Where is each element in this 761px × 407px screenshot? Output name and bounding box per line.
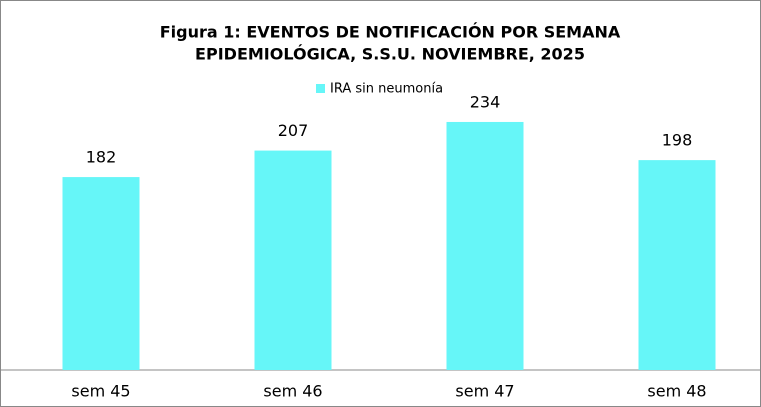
legend-label: IRA sin neumonía — [330, 82, 443, 97]
data-label: 198 — [662, 131, 693, 150]
data-label: 234 — [470, 92, 501, 111]
bar — [62, 177, 140, 370]
x-tick-label: sem 48 — [647, 382, 706, 401]
legend-swatch — [316, 84, 325, 93]
x-tick-label: sem 47 — [455, 382, 514, 401]
bar — [446, 121, 524, 371]
bar — [638, 160, 716, 370]
chart-title: EPIDEMIOLÓGICA, S.S.U. NOVIEMBRE, 2025 — [195, 45, 585, 64]
chart-title: Figura 1: EVENTOS DE NOTIFICACIÓN POR SE… — [160, 23, 621, 42]
bar — [254, 150, 332, 370]
x-tick-label: sem 45 — [71, 382, 130, 401]
x-tick-label: sem 46 — [263, 382, 322, 401]
data-label: 182 — [86, 148, 117, 167]
data-label: 207 — [278, 121, 309, 140]
